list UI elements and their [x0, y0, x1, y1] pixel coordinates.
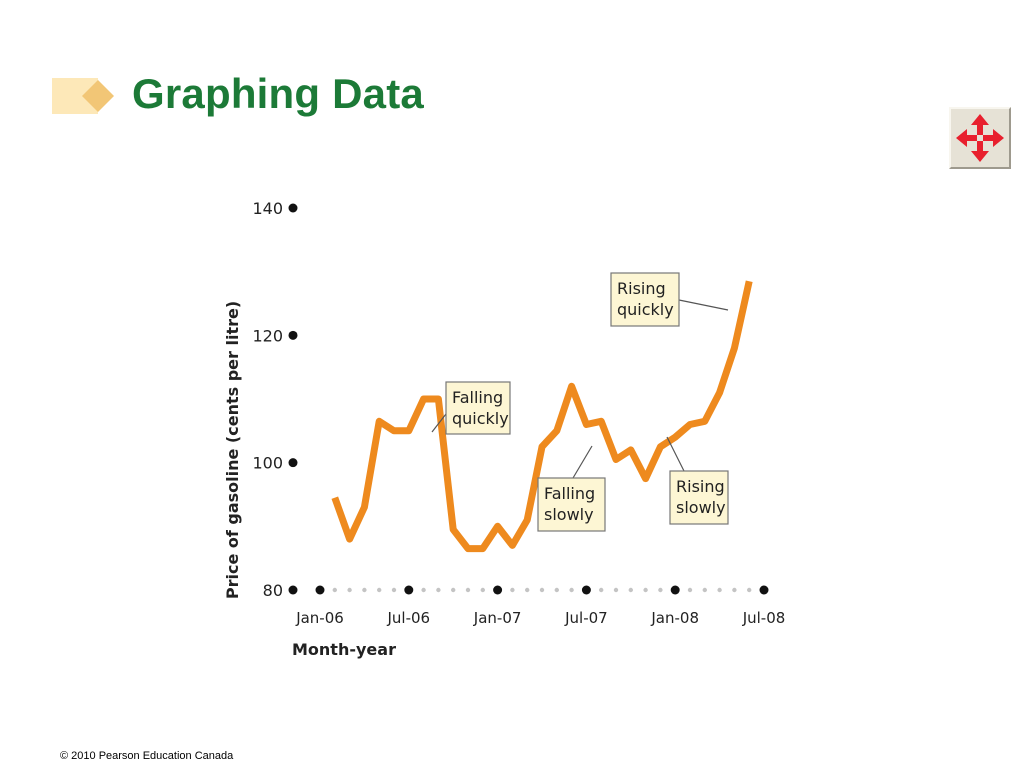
four-way-arrows-icon	[956, 114, 1004, 162]
x-axis-minor-tick-dot	[599, 587, 604, 593]
x-axis-minor-tick-dot	[332, 587, 337, 593]
x-axis-minor-tick-dot	[717, 587, 722, 593]
annotation-falling-quickly: Falling quickly	[431, 381, 511, 435]
annotation-leader-line	[572, 445, 593, 479]
x-axis-minor-tick-dot	[421, 587, 426, 593]
annotation-text: slowly	[544, 505, 594, 524]
x-axis-minor-tick-dot	[391, 587, 397, 593]
x-axis-major-tick-dot	[315, 585, 325, 595]
x-tick-label: Jan-08	[650, 609, 699, 627]
annotation-text: quickly	[452, 409, 509, 428]
x-axis-minor-tick-dot	[628, 587, 633, 593]
y-axis-tick-dot	[288, 585, 298, 595]
annotation-text: Falling	[544, 484, 595, 503]
x-axis-major-tick-dot	[493, 585, 503, 595]
x-tick-label: Jan-07	[473, 609, 522, 627]
x-tick-label: Jan-06	[295, 609, 344, 627]
x-axis-minor-tick-dot	[436, 587, 441, 593]
annotation-text: quickly	[617, 300, 674, 319]
x-tick-label: Jul-07	[564, 609, 608, 627]
x-tick-label: Jul-08	[742, 609, 786, 627]
annotation-rising-quickly: Rising quickly	[610, 272, 729, 327]
y-tick-label: 140	[252, 199, 283, 218]
series-line-gasoline-price	[331, 280, 753, 553]
x-axis-minor-tick-dot	[658, 587, 663, 593]
annotation-text: Rising	[676, 477, 725, 496]
annotation-text: Rising	[617, 279, 666, 298]
y-axis-tick-dot	[288, 458, 298, 468]
annotation-leader-line	[431, 413, 447, 433]
x-axis-minor-tick-dot	[687, 587, 693, 593]
x-axis-major-tick-dot	[759, 585, 769, 595]
x-axis-major-tick-dot	[404, 585, 414, 595]
annotation-rising-slowly: Rising slowly	[666, 436, 729, 525]
y-axis-tick-dot	[288, 203, 298, 213]
navigation-button[interactable]	[949, 107, 1011, 169]
x-axis-minor-tick-dot	[613, 587, 619, 593]
x-axis-minor-tick-dot	[362, 587, 367, 593]
x-axis-minor-tick-dot	[347, 587, 352, 593]
x-axis-minor-tick-dot	[480, 587, 485, 593]
title-decoration-icon	[52, 78, 114, 114]
x-axis-minor-tick-dot	[451, 587, 456, 593]
x-tick-label: Jul-06	[386, 609, 430, 627]
y-tick-label: 120	[252, 326, 283, 345]
copyright-footer: © 2010 Pearson Education Canada	[60, 750, 234, 762]
x-axis-minor-tick-dot	[732, 587, 737, 593]
annotation-box	[445, 381, 511, 435]
x-axis-major-tick-dot	[581, 585, 591, 595]
x-axis-minor-tick-dot	[554, 587, 559, 593]
x-axis-minor-tick-dot	[510, 587, 515, 593]
x-axis-major-tick-dot	[670, 585, 680, 595]
y-tick-label: 100	[252, 454, 283, 473]
annotation-box	[537, 477, 606, 532]
x-axis-minor-tick-dot	[702, 587, 707, 593]
y-tick-label: 80	[263, 581, 283, 600]
x-axis-minor-tick-dot	[569, 587, 574, 593]
x-axis-minor-tick-dot	[525, 587, 530, 593]
annotation-text: slowly	[676, 498, 726, 517]
x-axis-minor-tick-dot	[465, 587, 471, 593]
x-axis-minor-tick-dot	[539, 587, 545, 593]
annotation-falling-slowly: Falling slowly	[537, 445, 606, 532]
x-axis-minor-tick-dot	[643, 587, 648, 593]
annotation-box	[610, 272, 680, 327]
y-axis-label: Price of gasoline (cents per litre)	[223, 301, 242, 599]
x-axis-label: Month-year	[292, 640, 396, 659]
annotation-leader-line	[678, 299, 729, 311]
x-axis-minor-tick-dot	[747, 587, 752, 593]
annotation-text: Falling	[452, 388, 503, 407]
y-axis-tick-dot	[288, 330, 298, 340]
x-axis-minor-tick-dot	[377, 587, 382, 593]
slide-title: Graphing Data	[132, 70, 424, 117]
annotation-box	[669, 470, 729, 525]
annotation-leader-line	[666, 436, 685, 472]
